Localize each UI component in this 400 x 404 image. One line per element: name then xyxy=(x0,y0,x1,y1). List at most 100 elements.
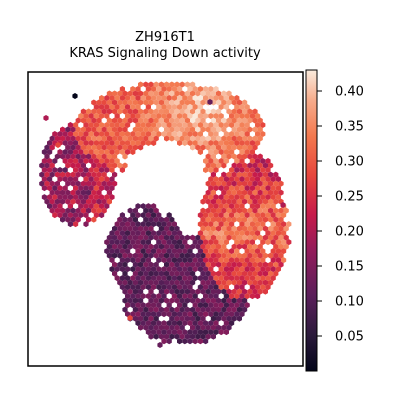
hex-point xyxy=(114,131,120,138)
hex-point xyxy=(122,261,128,268)
hex-point xyxy=(239,104,245,111)
hex-point xyxy=(164,234,170,241)
hex-point xyxy=(268,198,274,205)
hex-point xyxy=(140,248,146,255)
hex-point xyxy=(143,117,149,124)
hex-point xyxy=(190,126,196,133)
hex-point xyxy=(119,266,125,273)
hex-point xyxy=(200,243,206,250)
hex-point xyxy=(127,234,133,241)
hex-point xyxy=(249,176,255,183)
hex-point xyxy=(257,117,263,124)
hex-point xyxy=(151,329,157,336)
hex-point xyxy=(153,243,159,250)
hex-point xyxy=(62,212,68,219)
hex-point xyxy=(166,104,172,111)
hex-point xyxy=(231,162,237,169)
hex-point xyxy=(125,284,131,291)
hex-point xyxy=(239,275,245,282)
hex-point xyxy=(249,158,255,165)
hex-point xyxy=(161,113,167,120)
hex-point xyxy=(80,162,86,169)
hex-point xyxy=(132,243,138,250)
hex-point xyxy=(127,90,133,97)
hex-point xyxy=(135,86,141,93)
hex-point xyxy=(187,266,193,273)
hex-point xyxy=(252,153,258,160)
hex-point xyxy=(73,122,79,129)
hex-point xyxy=(262,270,268,277)
hex-point xyxy=(200,279,206,286)
hex-point xyxy=(265,266,271,273)
hex-point xyxy=(252,252,258,259)
hex-point xyxy=(231,306,237,313)
hex-point xyxy=(148,234,154,241)
hex-point xyxy=(242,153,248,160)
hex-point xyxy=(114,239,120,246)
hex-point xyxy=(140,239,146,246)
hex-point xyxy=(223,239,229,246)
hex-point xyxy=(184,90,190,97)
hex-point xyxy=(73,194,79,201)
hex-point xyxy=(57,131,63,138)
hex-point xyxy=(244,149,250,156)
hex-point xyxy=(255,131,261,138)
hex-point xyxy=(65,162,71,169)
plot-frame xyxy=(27,71,304,367)
hex-point xyxy=(257,261,263,268)
hex-point xyxy=(86,135,92,142)
hex-point xyxy=(223,284,229,291)
hex-point xyxy=(70,180,76,187)
hex-point xyxy=(203,122,209,129)
hex-point xyxy=(130,221,136,228)
hex-point xyxy=(197,104,203,111)
hex-point xyxy=(148,279,154,286)
hex-point xyxy=(80,108,86,115)
hex-point xyxy=(174,306,180,313)
hex-point xyxy=(221,243,227,250)
hex-point xyxy=(195,126,201,133)
hex-point xyxy=(99,158,105,165)
hex-point xyxy=(190,324,196,331)
hex-point xyxy=(104,167,110,174)
hex-point xyxy=(200,324,206,331)
hex-point xyxy=(270,275,276,282)
hex-point xyxy=(184,243,190,250)
hex-point xyxy=(247,135,253,142)
hex-point xyxy=(205,108,211,115)
hex-point xyxy=(203,158,209,165)
hex-point xyxy=(187,320,193,327)
hex-point xyxy=(177,320,183,327)
hex-point xyxy=(223,140,229,147)
hex-point xyxy=(281,221,287,228)
hex-point xyxy=(88,203,94,210)
hex-point xyxy=(268,234,274,241)
hex-point xyxy=(122,144,128,151)
hex-point xyxy=(101,180,107,187)
hex-point xyxy=(208,113,214,120)
hex-point xyxy=(158,288,164,295)
hex-point xyxy=(190,297,196,304)
hex-point xyxy=(190,261,196,268)
hex-point xyxy=(65,216,71,223)
hex-point xyxy=(138,126,144,133)
hex-point xyxy=(218,113,224,120)
hex-point xyxy=(75,126,81,133)
hex-point xyxy=(158,216,164,223)
hex-point xyxy=(249,266,255,273)
hex-point xyxy=(70,198,76,205)
hex-point xyxy=(112,144,118,151)
hex-point xyxy=(151,122,157,129)
hex-point xyxy=(164,108,170,115)
hex-point xyxy=(229,311,235,318)
hex-point xyxy=(135,266,141,273)
hex-point xyxy=(226,198,232,205)
hex-point xyxy=(117,144,123,151)
hex-point xyxy=(73,149,79,156)
hex-point xyxy=(174,117,180,124)
hex-point xyxy=(234,266,240,273)
hex-point xyxy=(104,95,110,102)
hex-point xyxy=(197,131,203,138)
hex-point xyxy=(47,167,53,174)
hex-point xyxy=(138,270,144,277)
